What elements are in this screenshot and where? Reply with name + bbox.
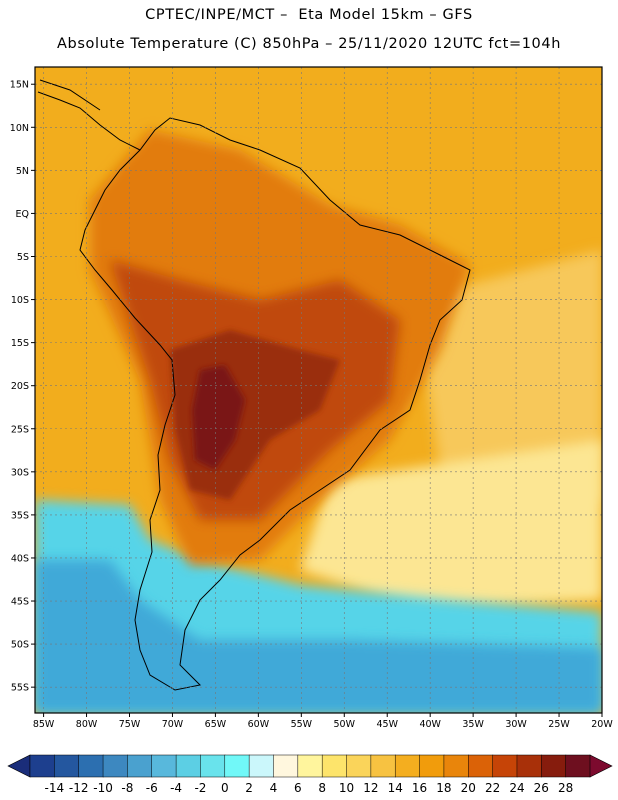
lat-tick-label: 45S (11, 597, 29, 608)
colorbar-swatch (248, 754, 275, 778)
lon-tick-label: 45W (376, 719, 398, 730)
lon-tick-label: 65W (205, 719, 227, 730)
colorbar-label: -8 (121, 781, 133, 795)
colorbar-label: 22 (485, 781, 500, 795)
field-land-core (192, 365, 245, 470)
lat-tick-label: 15S (11, 338, 29, 349)
lon-tick-label: 25W (548, 719, 570, 730)
colorbar-label: 2 (245, 781, 253, 795)
colorbar-swatch (54, 754, 80, 778)
colorbar-swatch (346, 754, 372, 778)
colorbar-label: 20 (461, 781, 476, 795)
colorbar-label: 14 (388, 781, 403, 795)
colorbar-label: 26 (534, 781, 549, 795)
colorbar-swatch (468, 754, 494, 778)
colorbar-swatch (200, 754, 226, 778)
plot-frame (34, 66, 603, 714)
colorbar-label: 18 (436, 781, 451, 795)
lat-tick-label: 50S (11, 640, 29, 651)
colorbar-label: -6 (146, 781, 158, 795)
colorbar-swatch (492, 754, 518, 778)
lat-tick-label: 5S (17, 252, 29, 263)
lat-tick-label: 40S (11, 553, 29, 564)
colorbar-high-arrow (589, 754, 613, 778)
lat-tick-label: 5N (16, 166, 29, 177)
colorbar-low-arrow (7, 754, 31, 778)
colorbar-swatch (224, 754, 250, 778)
colorbar-swatch (78, 754, 104, 778)
lat-tick-label: 35S (11, 510, 29, 521)
colorbar-swatch (297, 754, 323, 778)
colorbar-swatch (419, 754, 445, 778)
colorbar-swatch (370, 754, 396, 778)
colorbar-label: 16 (412, 781, 427, 795)
lon-tick-label: 80W (76, 719, 98, 730)
colorbar-swatch (127, 754, 153, 778)
central-america-coastline (37, 79, 141, 151)
colorbar-swatch (516, 754, 542, 778)
south-america-coastline (79, 117, 471, 691)
latitude-axis: 15N 10N 5N EQ 5S 10S 15S 20S 25S 30S 35S 40S 45S 50S 5… (10, 80, 35, 694)
colorbar-swatch (321, 754, 348, 778)
colorbar-swatch (175, 754, 201, 778)
map-title-line-2: Absolute Temperature (C) 850hPa – 25/11/… (57, 36, 561, 52)
colorbar-swatch (443, 754, 469, 778)
colorbar-label: 0 (221, 781, 229, 795)
colorbar-label: 10 (339, 781, 354, 795)
lon-tick-label: 60W (248, 719, 270, 730)
colorbar-swatch (102, 754, 128, 778)
lat-tick-label: 15N (10, 80, 29, 91)
lat-tick-label: EQ (16, 209, 29, 220)
map-title-line-1: CPTEC/INPE/MCT – Eta Model 15km – GFS (145, 7, 473, 23)
colorbar-label: 12 (363, 781, 378, 795)
colorbar-label: 6 (294, 781, 302, 795)
colorbar-swatch (29, 754, 55, 778)
colorbar: -14 -12 -10 -8 -6 -4 -2 0 2 4 6 8 10 12 14 16 18 20 22 24 26… (7, 754, 613, 795)
lat-tick-label: 20S (11, 381, 29, 392)
colorbar-label: 24 (509, 781, 524, 795)
colorbar-label: -10 (93, 781, 113, 795)
colorbar-swatch (565, 754, 591, 778)
lon-tick-label: 20W (591, 719, 613, 730)
lon-tick-label: 55W (291, 719, 313, 730)
colorbar-label: -4 (170, 781, 182, 795)
colorbar-label: 28 (558, 781, 573, 795)
coastline-layer (37, 79, 471, 691)
lon-tick-label: 70W (162, 719, 184, 730)
lon-tick-label: 85W (33, 719, 55, 730)
lon-tick-label: 30W (505, 719, 527, 730)
lat-tick-label: 10S (11, 295, 29, 306)
field-ocean-pale-band (300, 440, 602, 610)
temperature-field (35, 67, 602, 713)
colorbar-label: -12 (69, 781, 89, 795)
lon-tick-label: 40W (419, 719, 441, 730)
lat-tick-label: 25S (11, 424, 29, 435)
colorbar-swatch (273, 754, 299, 778)
lat-tick-label: 55S (11, 683, 29, 694)
colorbar-label: 4 (270, 781, 278, 795)
colorbar-swatch (394, 754, 421, 778)
colorbar-label: 8 (318, 781, 326, 795)
lon-tick-label: 50W (334, 719, 356, 730)
colorbar-swatch (541, 754, 567, 778)
lat-tick-label: 10N (10, 123, 29, 134)
lon-tick-label: 35W (462, 719, 484, 730)
colorbar-label: -2 (194, 781, 206, 795)
colorbar-label: -14 (45, 781, 65, 795)
colorbar-swatch (151, 754, 177, 778)
lon-tick-label: 75W (119, 719, 141, 730)
field-south-coldest (35, 560, 602, 713)
lat-tick-label: 30S (11, 467, 29, 478)
longitude-axis: 85W 80W 75W 70W 65W 60W 55W 50W 45W 40W 35W 30W 25W 2… (33, 713, 613, 730)
